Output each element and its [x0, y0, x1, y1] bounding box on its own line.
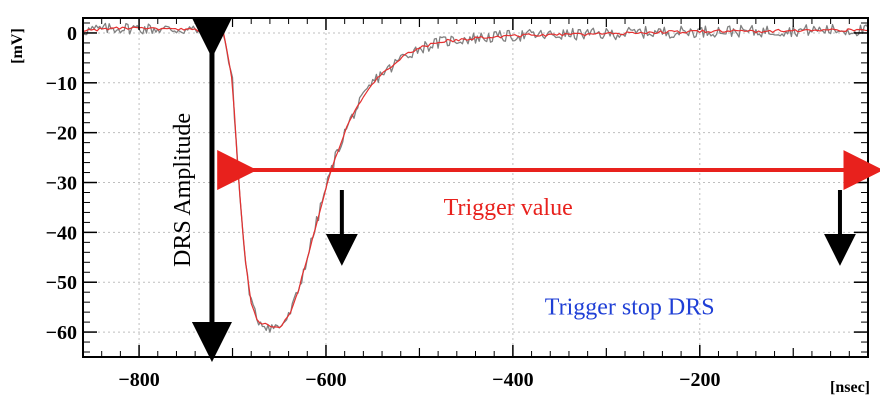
trace-group — [82, 22, 869, 333]
x-tick-label: −800 — [118, 369, 159, 391]
x-tick-label: −200 — [679, 369, 720, 391]
y-axis-label: [mV] — [9, 28, 26, 64]
y-tick-label: −30 — [46, 173, 77, 195]
drs-amplitude-annotation: DRS Amplitude — [170, 17, 232, 363]
smoothed-waveform-line — [82, 26, 869, 329]
y-tick-label: −50 — [46, 272, 77, 294]
y-tick-label: −10 — [46, 73, 77, 95]
tick-labels: −800 −600 −400 −200 0 −10 −20 −30 −40 −50 −60 — [46, 23, 721, 391]
x-tick-label: −600 — [305, 369, 346, 391]
plot-frame — [82, 17, 869, 358]
drs-amplitude-label: DRS Amplitude — [170, 113, 196, 267]
grid-lines — [83, 18, 868, 357]
x-axis-label: [nsec] — [830, 379, 870, 396]
x-tick-label: −400 — [492, 369, 533, 391]
y-tick-label: −60 — [46, 322, 77, 344]
trigger-stop-drs-label: Trigger stop DRS — [545, 295, 715, 321]
trigger-value-label: Trigger value — [444, 195, 573, 221]
trigger-value-annotation: Trigger value — [217, 150, 880, 221]
y-tick-label: −20 — [46, 123, 77, 145]
raw-waveform-line — [82, 22, 869, 333]
y-tick-label: −40 — [46, 222, 77, 244]
axis-ticks — [82, 18, 869, 357]
y-tick-label: 0 — [67, 23, 77, 45]
